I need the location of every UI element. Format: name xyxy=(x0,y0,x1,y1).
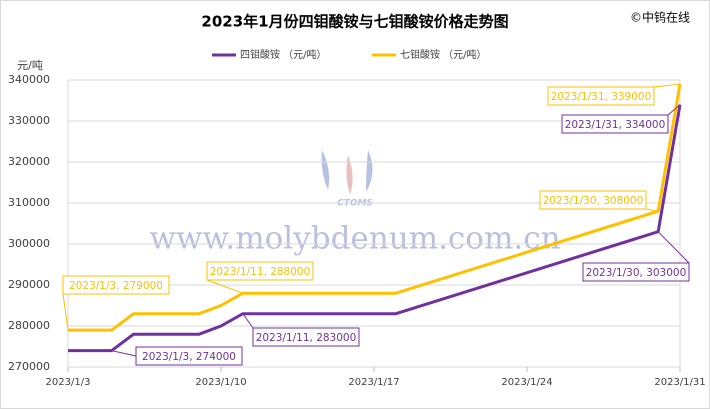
callout-label: 2023/1/3, 279000 xyxy=(69,280,163,292)
y-tick-label: 340000 xyxy=(8,73,50,86)
callout-label: 2023/1/30, 303000 xyxy=(586,267,687,279)
y-tick-label: 330000 xyxy=(8,114,50,127)
chart-title: 2023年1月份四钼酸铵与七钼酸铵价格走势图 xyxy=(201,13,508,31)
x-tick-label: 2023/1/31 xyxy=(654,377,705,388)
callout-box xyxy=(547,86,655,106)
callout-leader xyxy=(242,313,254,329)
callout-leader xyxy=(653,83,681,88)
callout-label: 2023/1/11, 288000 xyxy=(210,266,311,278)
callout-box xyxy=(561,114,669,134)
callout-box xyxy=(252,327,360,347)
callout-label: 2023/1/11, 283000 xyxy=(256,332,357,344)
callout-box xyxy=(582,262,690,282)
series-line xyxy=(68,104,682,353)
logo-shape xyxy=(366,150,373,192)
callout-box xyxy=(135,346,243,366)
callout-box xyxy=(206,261,314,281)
callout-leader xyxy=(657,231,690,264)
callout-leader xyxy=(62,293,69,331)
y-tick-label: 310000 xyxy=(8,196,50,209)
x-tick-label: 2023/1/17 xyxy=(348,377,399,388)
logo-shape xyxy=(321,150,330,190)
watermark: www.molybdenum.com.cn xyxy=(149,221,560,257)
x-tick-label: 2023/1/10 xyxy=(195,377,246,388)
series-line xyxy=(68,83,682,332)
callout-label: 2023/1/31, 334000 xyxy=(565,119,666,131)
legend-label: 四钼酸铵 （元/吨） xyxy=(240,48,327,61)
callout-leader xyxy=(645,208,659,212)
logo-shape xyxy=(346,155,353,195)
source: ©中钨在线 xyxy=(630,10,690,25)
callout-leader xyxy=(111,350,137,357)
y-tick-label: 290000 xyxy=(8,278,50,291)
y-tick-label: 270000 xyxy=(8,360,50,373)
legend-label: 七钼酸铵 （元/吨） xyxy=(400,48,487,61)
callout-box xyxy=(539,190,647,210)
x-tick-label: 2023/1/3 xyxy=(46,377,91,388)
callout-label: 2023/1/31, 339000 xyxy=(551,91,652,103)
y-tick-label: 320000 xyxy=(8,155,50,168)
y-tick-label: 300000 xyxy=(8,237,50,250)
x-tick-label: 2023/1/24 xyxy=(501,377,552,388)
callout-leader xyxy=(667,104,681,116)
callout-label: 2023/1/3, 274000 xyxy=(142,351,236,363)
y-tick-label: 280000 xyxy=(8,319,50,332)
y-axis-label: 元/吨 xyxy=(17,59,43,72)
callout-label: 2023/1/30, 308000 xyxy=(543,195,644,207)
callout-box xyxy=(62,275,170,295)
callout-leader xyxy=(206,279,244,294)
